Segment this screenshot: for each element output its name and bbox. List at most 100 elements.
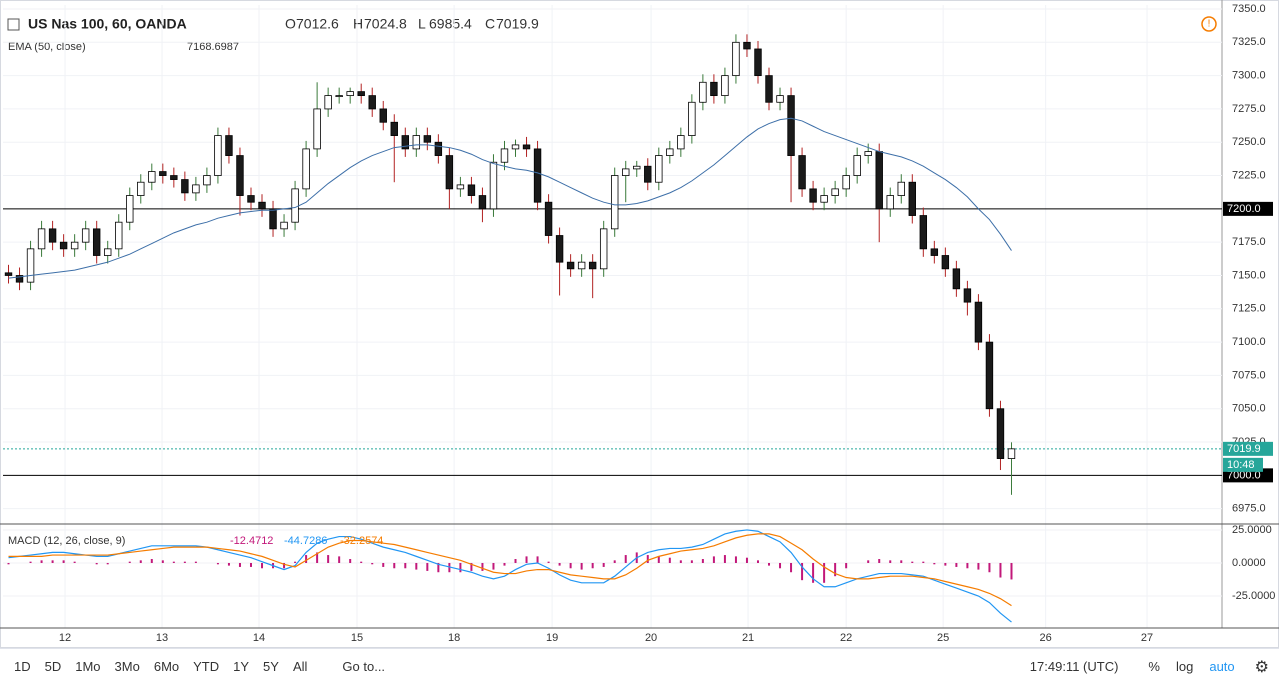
macd-histogram-bar (437, 562, 440, 573)
candle-body (985, 341, 994, 410)
candle-body (941, 255, 950, 270)
macd-histogram-bar (62, 560, 65, 563)
range-button[interactable]: 3Mo (114, 658, 140, 674)
candle-body (247, 195, 255, 203)
level-tag (1223, 468, 1273, 483)
x-tick-label: 15 (351, 632, 363, 644)
candle-body (159, 171, 167, 176)
candle-body (335, 95, 343, 98)
candle-body (544, 201, 553, 236)
macd-histogram-bar (382, 562, 385, 567)
candle-body (765, 75, 773, 103)
candle-body (324, 95, 332, 110)
candle-body (599, 228, 608, 270)
candle-body (853, 155, 861, 176)
x-tick-label: 26 (1040, 632, 1052, 644)
range-button[interactable]: All (292, 658, 308, 674)
macd-histogram-bar (977, 562, 980, 570)
range-button[interactable]: 6Mo (153, 658, 180, 674)
candle-body (930, 248, 939, 256)
candle-body (390, 121, 398, 136)
macd-histogram-bar (238, 562, 241, 567)
macd-histogram-bar (338, 556, 341, 563)
ohlc-key: L (418, 16, 426, 32)
candle-body (346, 91, 354, 97)
candle-body (511, 144, 520, 150)
macd-legend[interactable]: MACD (12, 26, close, 9) (8, 535, 125, 547)
candle-body (225, 135, 233, 156)
scale-option[interactable]: % (1148, 658, 1160, 674)
range-button[interactable]: YTD (193, 658, 220, 674)
ohlc-key: H (353, 16, 363, 32)
macd-histogram-bar (911, 561, 914, 563)
macd-histogram-bar (261, 562, 264, 569)
symbol[interactable]: US Nas 100, 60, OANDA (28, 16, 187, 32)
candle-body (313, 108, 321, 150)
range-button[interactable]: 1Y (233, 658, 250, 674)
macd-histogram-bar (249, 562, 252, 567)
candle-body (710, 81, 718, 97)
macd-histogram-bar (536, 556, 539, 563)
clock[interactable]: 17:49:11 (UTC) (1029, 658, 1119, 674)
candle-body (996, 408, 1005, 459)
macd-histogram-bar (161, 560, 164, 563)
macd-histogram-bar (172, 561, 175, 563)
frame (0, 0, 1279, 648)
scale-option[interactable]: log (1175, 658, 1194, 674)
candle-body (522, 144, 531, 150)
candle-body (952, 268, 961, 290)
countdown-tag (1223, 457, 1263, 472)
macd-histogram-bar (668, 557, 671, 563)
macd-histogram-bar (525, 556, 528, 563)
candle-body (677, 135, 685, 150)
macd-histogram-bar (1010, 562, 1013, 580)
candle-body (291, 188, 299, 223)
candle-body (721, 75, 729, 97)
candle-body (478, 195, 487, 210)
candle-body (70, 241, 79, 250)
range-button[interactable]: 5D (44, 658, 62, 674)
macd-histogram-bar (183, 561, 186, 563)
candle-body (412, 135, 421, 150)
ohlc-key: O (285, 16, 296, 32)
macd-line (8, 529, 1012, 623)
range-button[interactable]: 1D (14, 658, 31, 674)
macd-histogram-bar (591, 562, 594, 569)
candle-body (4, 272, 13, 276)
level-label: 7000.0 (1227, 469, 1261, 481)
macd-histogram-bar (73, 561, 76, 563)
candle-body (842, 175, 850, 190)
ema-legend[interactable]: EMA (50, close) (8, 41, 86, 53)
macd-legend-value: -44.7286 (284, 535, 327, 547)
y-tick-label: 7350.0 (1232, 3, 1266, 15)
macd-histogram-bar (580, 562, 583, 570)
y-tick-label: 7175.0 (1232, 236, 1266, 248)
ohlc-key: C (485, 16, 495, 32)
collapse-icon[interactable] (7, 18, 20, 31)
candle-body (622, 168, 630, 176)
scale-option[interactable]: auto (1209, 658, 1235, 674)
candle-body (26, 248, 35, 283)
macd-line (8, 533, 1012, 607)
candle-body (92, 228, 101, 256)
candle-body (258, 201, 266, 210)
macd-histogram-bar (834, 562, 837, 577)
candle-body (500, 148, 509, 163)
ohlc-value: 7019.9 (496, 16, 539, 32)
alert-icon[interactable] (1201, 16, 1217, 32)
candle-body (655, 155, 663, 183)
ohlc-value: 7012.6 (296, 16, 339, 32)
candle-body (37, 228, 46, 250)
candle-body (434, 141, 443, 156)
range-button[interactable]: 1Mo (75, 658, 101, 674)
goto-button[interactable]: Go to... (342, 658, 386, 674)
candle-body (368, 95, 376, 110)
settings-icon[interactable]: ⚙ (1254, 656, 1269, 676)
candle-body (456, 184, 465, 190)
macd-histogram-bar (712, 556, 715, 563)
y-tick-label: 7225.0 (1232, 169, 1266, 181)
chart: US Nas 100, 60, OANDA ! O 7012.6 H 7024.8 L 6… (0, 0, 1279, 648)
range-button[interactable]: 5Y (263, 658, 279, 674)
candle-body (181, 179, 189, 194)
